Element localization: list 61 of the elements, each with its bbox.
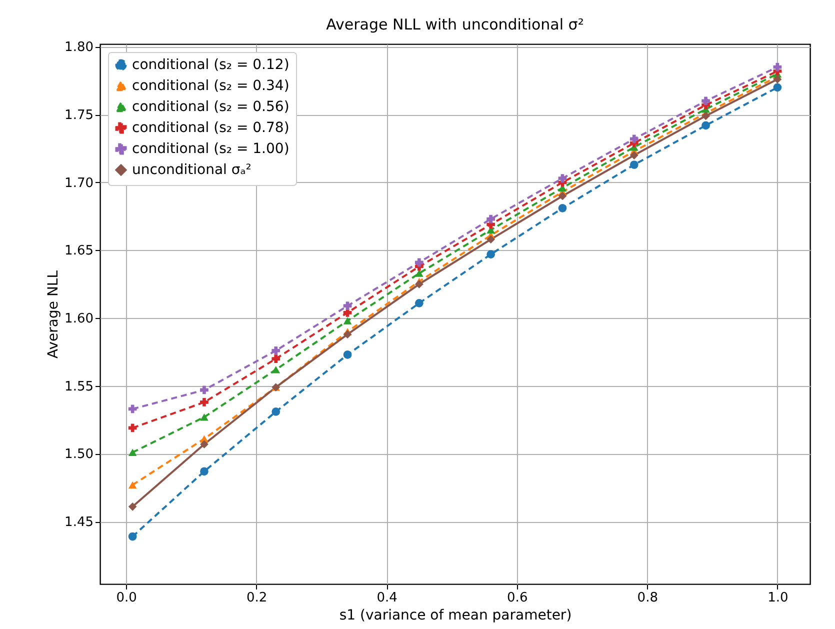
x-tick-label: 1.0 (768, 590, 788, 606)
point (702, 121, 710, 130)
y-tick-label: 1.65 (64, 244, 94, 259)
point (128, 502, 137, 511)
point (272, 346, 280, 355)
x-tick-label: 0.4 (376, 590, 398, 606)
point (414, 258, 424, 267)
point (486, 250, 496, 258)
point (128, 404, 137, 414)
point (773, 62, 782, 72)
point (343, 350, 352, 359)
legend-label: conditional (s₂ = 1.00) (132, 141, 290, 157)
point (558, 204, 567, 212)
point (343, 317, 352, 324)
point (200, 386, 208, 394)
point (558, 192, 567, 200)
y-tick-label: 1.70 (64, 176, 94, 191)
point (128, 481, 137, 489)
legend-label: unconditional σₐ² (132, 162, 252, 178)
point (702, 96, 710, 106)
point (773, 75, 782, 84)
point (558, 174, 567, 183)
point (343, 302, 352, 310)
y-tick-label: 1.45 (64, 515, 94, 530)
x-tick-label: 0.8 (637, 590, 658, 606)
point (128, 448, 137, 456)
x-tick-label: 0.6 (507, 590, 528, 606)
point (486, 214, 496, 224)
point (128, 424, 137, 432)
x-tick-label: 0.2 (246, 590, 268, 606)
point (630, 151, 638, 160)
point (702, 112, 710, 120)
y-tick-label: 1.50 (64, 447, 94, 462)
point (272, 366, 280, 374)
legend-label: conditional (s₂ = 0.78) (132, 120, 290, 136)
legend-label: conditional (s₂ = 0.12) (132, 57, 290, 73)
y-axis-title: Average NLL (46, 270, 62, 359)
point (630, 160, 638, 169)
y-tick-label: 1.75 (64, 108, 94, 124)
point (200, 467, 208, 476)
legend-label: conditional (s₂ = 0.56) (132, 99, 290, 115)
x-tick-label: 0.0 (116, 590, 137, 606)
point (343, 330, 352, 339)
point (272, 408, 280, 416)
point (128, 532, 137, 541)
point (272, 354, 280, 363)
chart-title: Average NLL with unconditional σ² (326, 16, 584, 34)
point (414, 280, 424, 288)
point (414, 298, 424, 308)
y-tick-label: 1.55 (64, 379, 94, 394)
point (630, 134, 638, 144)
point (200, 440, 208, 448)
y-tick-label: 1.80 (64, 40, 94, 56)
point (200, 413, 208, 421)
y-tick-label: 1.60 (64, 312, 94, 327)
point (773, 83, 782, 92)
x-axis-title: s1 (variance of mean parameter) (339, 608, 572, 624)
point (200, 398, 208, 406)
point (486, 235, 496, 244)
legend-label: conditional (s₂ = 0.34) (132, 78, 290, 94)
point (414, 270, 424, 277)
